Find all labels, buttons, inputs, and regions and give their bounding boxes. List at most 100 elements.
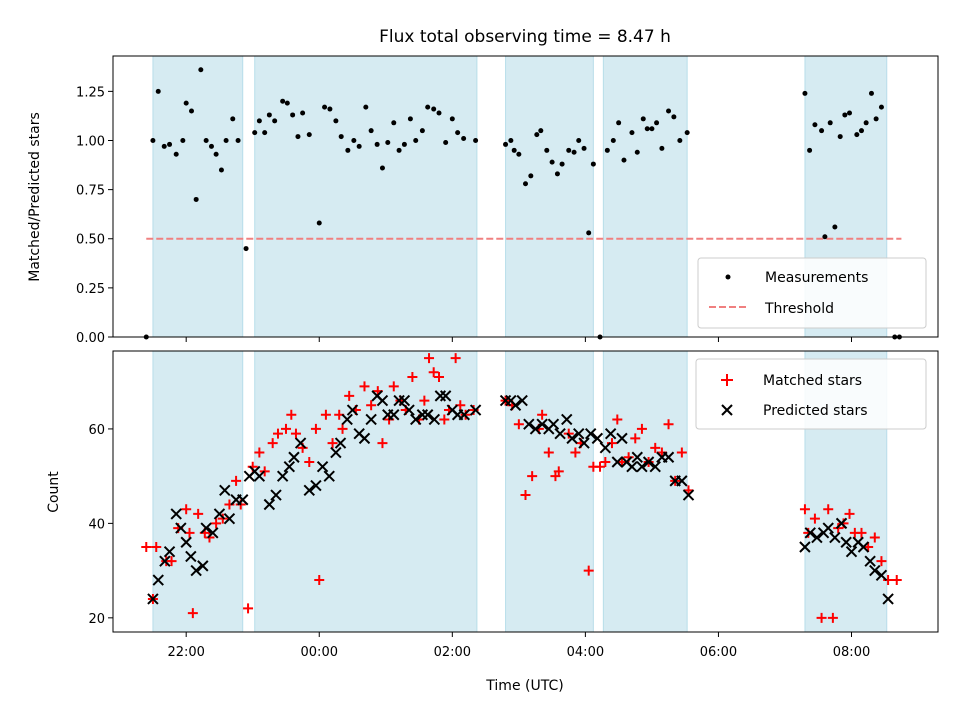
measurement-point (306, 132, 312, 138)
matched-star-point (600, 456, 611, 467)
measurement-point (167, 141, 173, 147)
chart-title: Flux total observing time = 8.47 h (379, 27, 671, 47)
measurement-point (559, 161, 565, 167)
predicted-star-point (288, 451, 300, 463)
matched-star-point (450, 353, 461, 364)
measurement-point (523, 181, 528, 187)
predicted-star-point (554, 427, 566, 440)
measurement-point (230, 116, 236, 122)
measurement-point (391, 120, 397, 126)
measurement-point (644, 126, 650, 132)
legend-predicted-marker (721, 404, 733, 416)
measurement-point (503, 141, 509, 147)
bottom-legend: Matched stars Predicted stars (695, 358, 927, 430)
matched-star-point (184, 527, 195, 538)
matched-star-point (650, 442, 661, 453)
matched-star-point (310, 423, 321, 434)
predicted-star-point (642, 456, 655, 468)
measurement-point (322, 104, 328, 110)
predicted-star-point (219, 484, 231, 497)
matched-star-point (434, 371, 445, 382)
predicted-star-point (197, 560, 209, 572)
predicted-star-point (536, 418, 548, 430)
measurement-point (634, 149, 640, 155)
predicted-star-point (323, 470, 335, 482)
matched-star-point (570, 447, 581, 458)
predicted-star-point (509, 399, 522, 412)
measurement-point (544, 147, 550, 153)
measurement-point (659, 145, 665, 151)
measurement-point (528, 173, 534, 179)
predicted-star-point (200, 522, 212, 534)
top-x-ticks (185, 337, 853, 342)
matched-star-point (595, 461, 606, 472)
measurement-point (401, 141, 407, 147)
predicted-star-point (845, 546, 858, 558)
predicted-star-point (223, 512, 236, 525)
predicted-star-point (175, 522, 187, 534)
measurement-point (385, 139, 391, 145)
observing-window-band (152, 55, 244, 338)
predicted-star-point (170, 508, 182, 520)
matched-star-point (799, 504, 810, 515)
matched-star-point (243, 603, 254, 614)
measurement-point (235, 137, 241, 143)
predicted-star-point (263, 498, 276, 511)
measurement-point (819, 128, 825, 134)
measurement-point (436, 110, 442, 116)
bottom-x-axis-label: Time (UTC) (485, 678, 563, 694)
y-tick-label: 40 (88, 517, 105, 532)
measurement-point (419, 128, 425, 134)
measurement-point (863, 120, 869, 126)
predicted-star-point (682, 489, 695, 501)
predicted-star-point (439, 390, 452, 402)
predicted-star-point (611, 456, 624, 468)
measurement-point (443, 139, 449, 145)
x-tick-label: 08:00 (833, 645, 870, 660)
measurement-point (379, 165, 385, 171)
measurement-point (155, 88, 161, 94)
measurement-point (449, 116, 455, 122)
legend-predicted-label: Predicted stars (763, 403, 868, 419)
predicted-star-point (599, 442, 612, 454)
predicted-star-point (523, 418, 535, 430)
measurement-point (807, 147, 813, 153)
measurement-point (223, 137, 229, 143)
predicted-star-point (857, 541, 870, 553)
predicted-star-point (829, 531, 841, 544)
matched-star-point (856, 527, 867, 538)
measurement-point (868, 90, 874, 96)
predicted-star-point (163, 546, 176, 558)
observing-window-band (505, 55, 594, 338)
measurement-point (203, 137, 209, 143)
measurement-point (640, 116, 646, 122)
predicted-star-point (303, 484, 315, 497)
predicted-star-point (428, 413, 441, 426)
matched-star-point (267, 438, 278, 449)
measurement-point (832, 224, 838, 230)
measurement-point (193, 196, 199, 202)
top-plot-frame (112, 55, 939, 338)
measurement-point (161, 143, 167, 149)
predicted-star-point (566, 432, 578, 445)
predicted-star-point (799, 541, 811, 553)
predicted-star-point (283, 460, 296, 473)
measurement-point (571, 149, 577, 155)
measurement-point (873, 116, 879, 122)
matched-star-point (273, 428, 283, 439)
bottom-legend-box (695, 358, 927, 430)
matched-star-point (377, 438, 388, 449)
predicted-star-point (358, 432, 371, 445)
measurement-point (396, 147, 402, 153)
measurement-point (677, 137, 683, 143)
predicted-star-point (388, 409, 400, 421)
bottom-x-ticks: 22:00 00:00 02:00 04:00 06:00 08:00 (167, 632, 870, 660)
predicted-star-point (636, 460, 648, 473)
top-observing-windows (152, 55, 888, 338)
measurement-point (654, 120, 660, 126)
predicted-star-point (421, 409, 434, 421)
matched-star-point (676, 447, 687, 458)
measurement-point (590, 161, 596, 167)
measurement-point (554, 171, 560, 177)
predicted-star-point (604, 427, 617, 440)
